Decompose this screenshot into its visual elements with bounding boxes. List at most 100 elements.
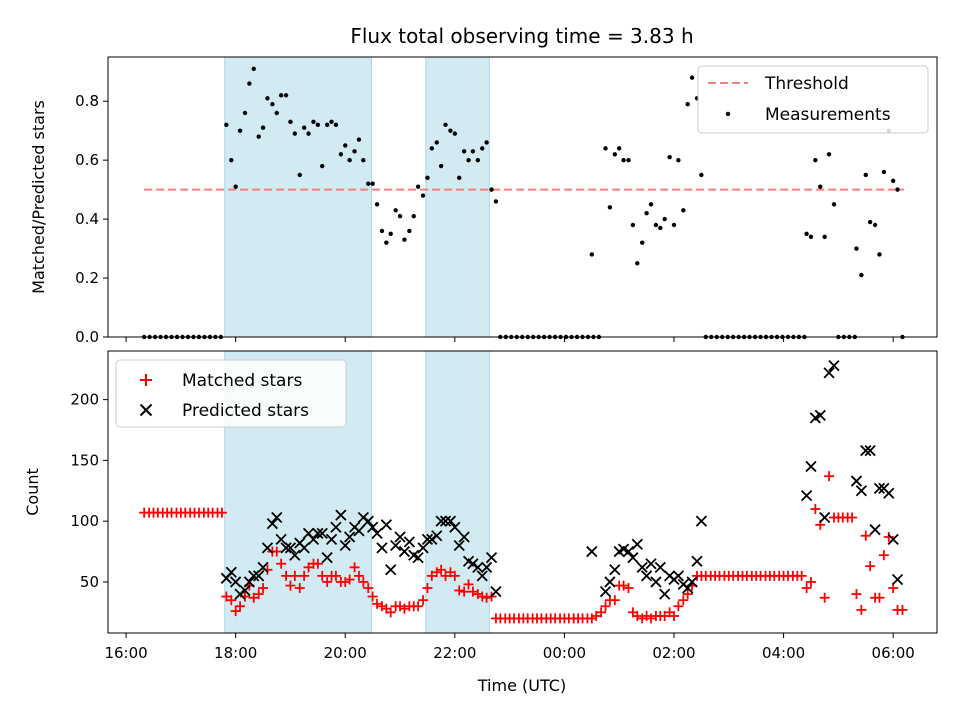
matched-star-point <box>353 570 364 581</box>
measurement-point <box>676 157 681 163</box>
predicted-star-point <box>828 359 840 372</box>
predicted-star-point <box>860 445 872 457</box>
matched-star-point <box>467 586 478 597</box>
measurement-point <box>366 181 371 186</box>
predicted-star-point <box>243 576 255 588</box>
predicted-star-point <box>426 533 438 546</box>
measurement-point <box>859 272 864 278</box>
matched-star-point <box>312 558 323 569</box>
predicted-star-point <box>234 588 246 600</box>
predicted-star-point <box>823 367 835 379</box>
measurement-point <box>466 157 471 163</box>
predicted-star-point <box>883 487 895 499</box>
predicted-star-point <box>682 582 694 594</box>
predicted-star-point <box>480 561 493 573</box>
top-y-tick-label: 0.2 <box>75 269 99 287</box>
measurement-point <box>274 110 279 116</box>
bottom-x-tick-label: 04:00 <box>762 644 805 662</box>
bottom-panel: 50 100 150 200 16:00 18:00 20:00 22:00 00:00 02:… <box>23 350 938 695</box>
predicted-star-point <box>887 533 899 546</box>
predicted-star-point <box>654 561 666 573</box>
measurement-point <box>270 101 275 107</box>
bottom-legend-box <box>115 359 347 428</box>
matched-star-point <box>216 507 227 518</box>
measurement-point <box>260 125 266 130</box>
measurement-point <box>895 187 900 192</box>
measurement-point <box>644 211 649 216</box>
measurement-point <box>470 149 476 154</box>
measurement-point <box>489 187 494 192</box>
measurement-point <box>283 93 289 98</box>
predicted-star-point <box>230 576 242 588</box>
measurement-point <box>461 149 467 154</box>
measurement-point <box>826 152 832 157</box>
matched-star-point <box>226 595 237 606</box>
predicted-star-point <box>225 566 237 578</box>
measurement-point <box>640 240 645 245</box>
measurement-point <box>689 75 695 80</box>
predicted-star-point <box>814 409 826 422</box>
matched-star-point <box>281 570 292 581</box>
measurement-point <box>484 140 489 145</box>
measurement-point <box>671 222 677 228</box>
matched-star-point <box>637 613 648 624</box>
measurement-point <box>356 137 362 142</box>
measurement-point <box>603 146 608 151</box>
matched-star-point <box>449 570 460 581</box>
matched-star-point <box>805 576 816 587</box>
measurement-point <box>292 131 298 136</box>
legend-matched-swatch <box>140 374 152 386</box>
measurement-point <box>420 193 426 198</box>
predicted-star-point <box>819 511 831 524</box>
predicted-star-point <box>394 531 406 543</box>
measurement-point <box>343 143 348 148</box>
measurement-point <box>247 81 252 86</box>
matched-star-point <box>253 589 264 600</box>
bottom-x-tick-label: 00:00 <box>543 644 586 662</box>
predicted-star-point <box>321 552 333 564</box>
predicted-star-point <box>627 552 639 564</box>
predicted-star-point <box>490 586 502 598</box>
bottom-x-tick-label: 20:00 <box>324 644 367 662</box>
measurement-point <box>699 172 704 178</box>
matched-star-point <box>618 580 629 591</box>
predicted-star-point <box>695 515 708 527</box>
measurement-point <box>233 184 238 189</box>
matched-star-point <box>477 591 488 602</box>
matched-star-point <box>422 583 433 594</box>
matched-star-point <box>385 607 396 618</box>
top-x-ticks <box>125 337 894 342</box>
predicted-stars-points <box>220 359 904 600</box>
bottom-y-tick-label: 50 <box>80 573 99 591</box>
predicted-star-point <box>444 515 457 527</box>
predicted-star-point <box>485 552 498 564</box>
predicted-star-point <box>659 588 671 600</box>
predicted-star-point <box>850 475 863 487</box>
predicted-star-point <box>371 527 383 539</box>
matched-star-point <box>330 570 341 581</box>
matched-star-point <box>454 585 465 596</box>
matched-star-point <box>682 589 693 600</box>
measurement-point <box>224 122 229 127</box>
matched-star-point <box>367 591 378 602</box>
matched-star-point <box>847 512 858 523</box>
predicted-star-point <box>640 570 653 582</box>
measurement-point <box>804 231 809 237</box>
legend-measurements-swatch <box>725 111 731 117</box>
measurement-point <box>402 237 407 242</box>
matched-star-point <box>897 604 908 615</box>
matched-star-point <box>481 592 492 603</box>
top-shaded-region <box>425 56 490 338</box>
bottom-x-tick-label: 18:00 <box>214 644 257 662</box>
measurement-point <box>872 222 878 228</box>
top-y-tick-label: 0.6 <box>75 151 99 169</box>
matched-star-point <box>230 606 241 617</box>
measurement-point <box>388 231 393 237</box>
bottom-y-tick-label: 200 <box>70 391 99 409</box>
predicted-star-point <box>362 515 374 527</box>
measurement-point <box>867 219 873 225</box>
matched-star-point <box>372 598 383 609</box>
matched-star-point <box>376 601 387 612</box>
legend-matched-label: Matched stars <box>182 371 302 391</box>
top-y-tick-label: 0.4 <box>75 210 99 228</box>
